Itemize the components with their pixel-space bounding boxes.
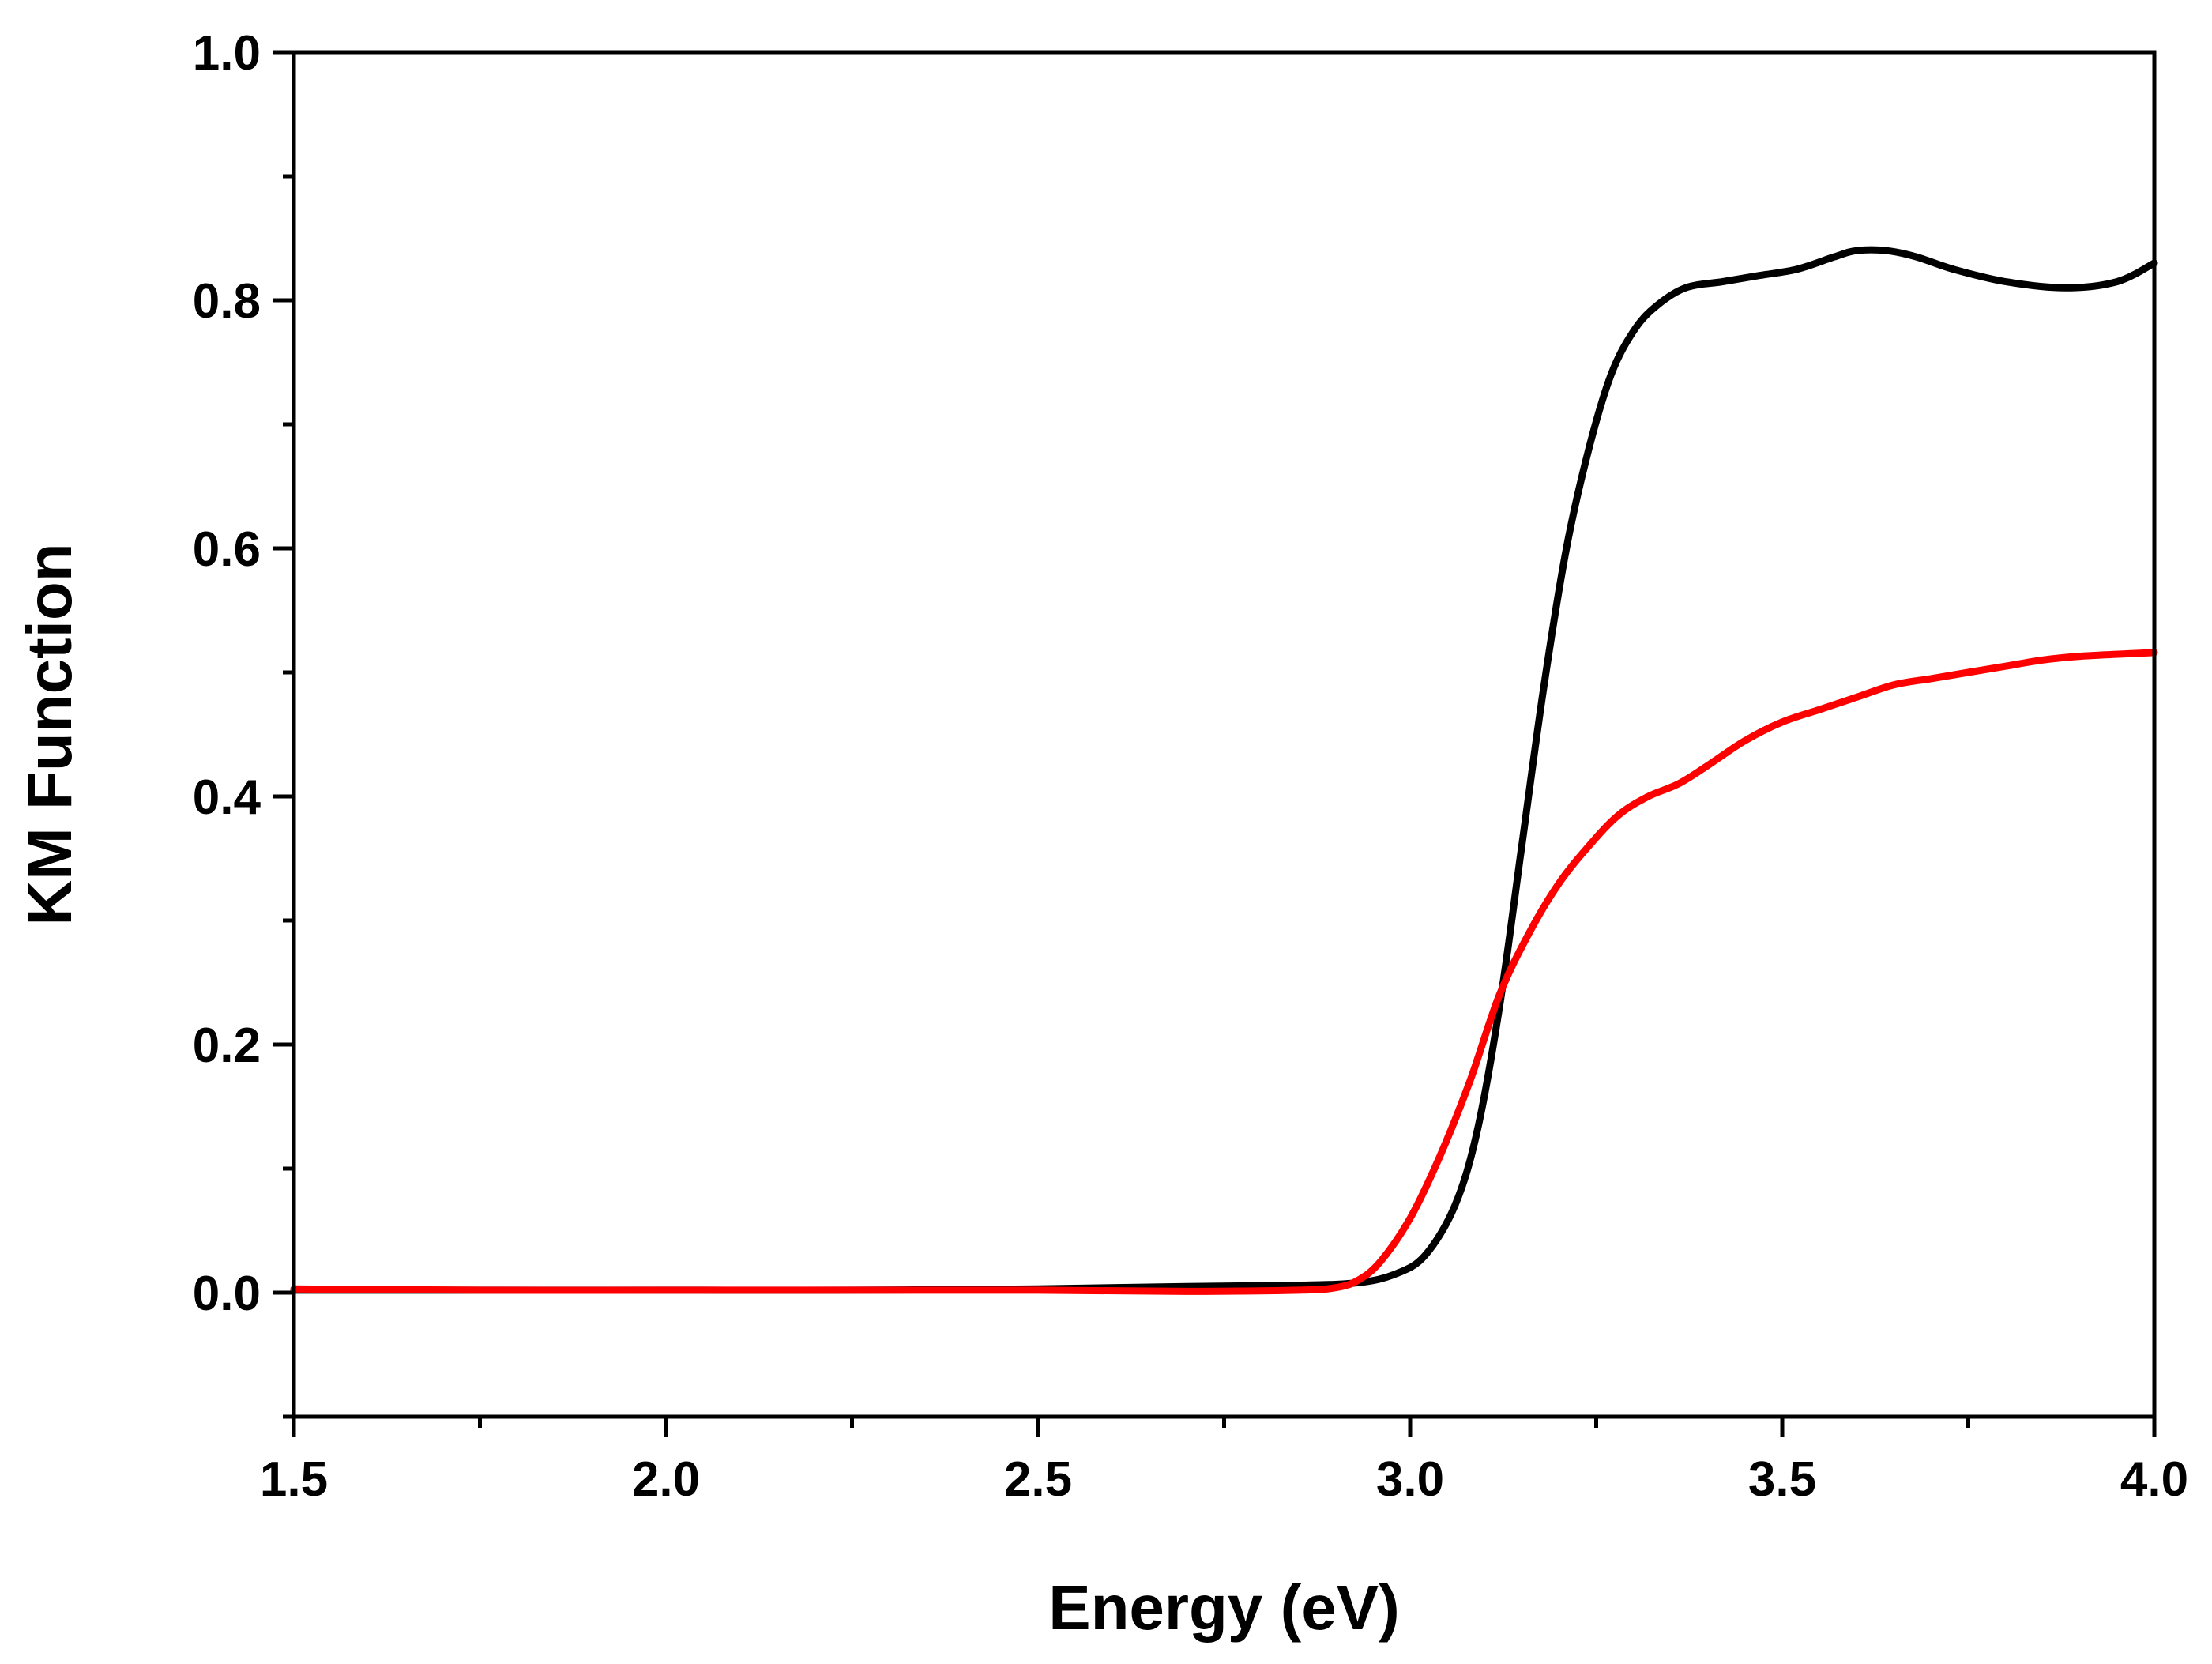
axis-ticks xyxy=(273,50,2157,1437)
x-tick-label: 2.5 xyxy=(1004,1452,1072,1507)
y-tick-label: 0.0 xyxy=(193,1267,261,1321)
x-tick-label: 1.5 xyxy=(260,1452,328,1507)
y-axis-title: KM Function xyxy=(14,543,85,925)
y-tick-label: 0.4 xyxy=(193,770,261,825)
series-line-red xyxy=(290,649,2158,1295)
x-axis-title: Energy (eV) xyxy=(1048,1572,1400,1643)
plot-lines xyxy=(290,246,2158,1295)
x-tick-label: 2.0 xyxy=(632,1452,700,1507)
y-tick-label: 0.2 xyxy=(193,1018,261,1073)
y-tick-label: 0.6 xyxy=(193,522,261,577)
x-tick-label: 3.5 xyxy=(1748,1452,1816,1507)
y-tick-label: 0.8 xyxy=(193,274,261,329)
y-tick-label: 1.0 xyxy=(193,26,261,81)
x-tick-label: 3.0 xyxy=(1376,1452,1444,1507)
tick-labels: 1.5 2.0 2.5 3.0 3.5 4.0 0.0 0.2 0.4 0.6 0.8 1.0 xyxy=(193,26,2188,1507)
x-tick-label: 4.0 xyxy=(2120,1452,2188,1507)
